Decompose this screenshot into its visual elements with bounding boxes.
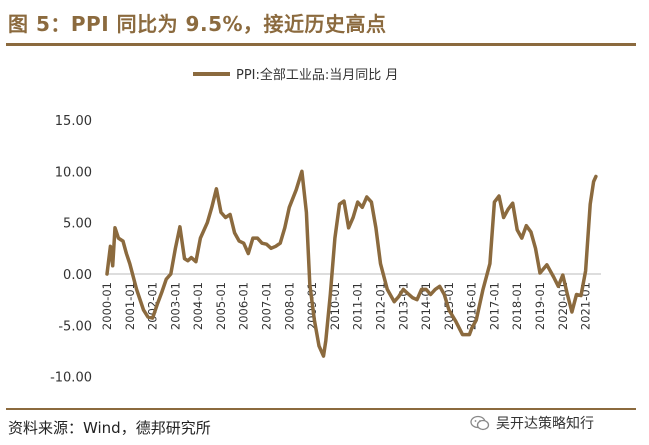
x-tick-label: 2001-01 xyxy=(123,282,137,330)
series-line-ppi xyxy=(105,169,598,358)
y-tick-label: 10.00 xyxy=(55,165,92,180)
chart-title: 图 5：PPI 同比为 9.5%，接近历史高点 xyxy=(8,12,387,36)
x-tick-label: 2012-01 xyxy=(373,282,387,330)
x-tick-label: 2017-01 xyxy=(487,282,501,330)
y-axis: 15.00 10.00 5.00 0.00 -5.00 -10.00 xyxy=(50,114,92,386)
x-tick-label: 2018-01 xyxy=(510,282,524,330)
source-note: 资料来源：Wind，德邦研究所 xyxy=(8,419,211,437)
line-chart: PPI:全部工业品:当月同比 月 15.00 10.00 5.00 0.00 -5.00… xyxy=(50,67,601,386)
y-tick-label: -10.00 xyxy=(50,371,92,386)
y-tick-label: 0.00 xyxy=(63,268,92,283)
footer-divider xyxy=(6,408,636,410)
watermark: 吴开达策略知行 xyxy=(470,413,594,433)
y-tick-label: 5.00 xyxy=(63,217,92,232)
legend-label: PPI:全部工业品:当月同比 月 xyxy=(236,67,398,83)
watermark-text: 吴开达策略知行 xyxy=(496,416,594,432)
x-tick-label: 2019-01 xyxy=(533,282,547,330)
x-tick-label: 2003-01 xyxy=(168,282,182,330)
x-tick-label: 2005-01 xyxy=(214,282,228,330)
x-tick-label: 2008-01 xyxy=(282,282,296,330)
y-tick-label: -5.00 xyxy=(58,319,92,334)
title-divider xyxy=(6,43,636,46)
x-tick-label: 2011-01 xyxy=(351,282,365,330)
y-tick-label: 15.00 xyxy=(55,114,92,129)
wechat-icon xyxy=(470,415,490,431)
legend: PPI:全部工业品:当月同比 月 xyxy=(193,67,398,83)
x-tick-label: 2004-01 xyxy=(191,282,205,330)
x-axis: 2000-01 2001-01 2002-01 2003-01 2004-01 2005-… xyxy=(100,282,593,330)
x-tick-label: 2000-01 xyxy=(100,282,114,330)
x-tick-label: 2007-01 xyxy=(260,282,274,330)
x-tick-label: 2006-01 xyxy=(237,282,251,330)
